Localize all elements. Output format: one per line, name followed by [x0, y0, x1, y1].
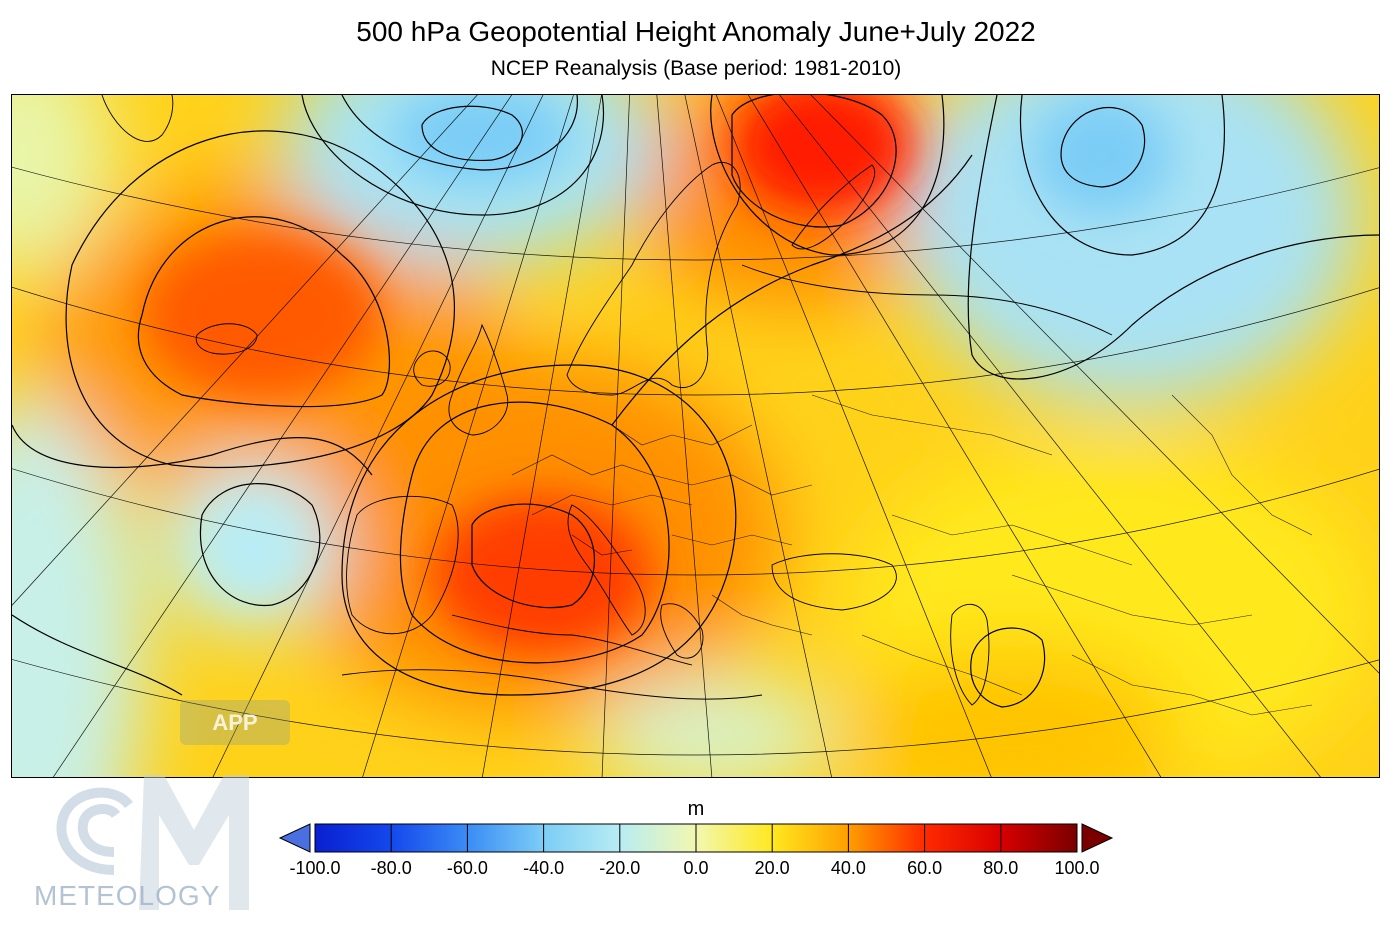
coastline-north-africa	[341, 669, 763, 700]
colorbar-tick-label: -40.0	[523, 858, 565, 878]
colorbar-tick-label: -20.0	[599, 858, 641, 878]
coastline-iberia	[346, 495, 459, 635]
contour-line	[611, 154, 973, 426]
graticule-meridian	[12, 95, 478, 606]
coastline-black-sea	[771, 553, 897, 611]
border-line	[571, 534, 633, 556]
graticule-meridian	[747, 95, 1162, 777]
colorbar-over-arrow	[1081, 823, 1114, 853]
graticule-meridian	[362, 95, 574, 777]
colorbar-tick-label: 20.0	[754, 858, 790, 878]
border-line	[511, 454, 653, 476]
colorbar-tick-label: 60.0	[907, 858, 943, 878]
border-line	[861, 634, 1023, 696]
border-line	[671, 534, 793, 546]
contour-line	[970, 627, 1046, 708]
graticule-meridian	[810, 95, 1379, 674]
border-line	[711, 594, 813, 636]
contour-line	[1019, 95, 1225, 256]
border-line	[1171, 394, 1313, 536]
coastline-ireland	[413, 350, 451, 387]
coastline-italy	[567, 504, 646, 636]
coastline-iceland	[195, 323, 258, 355]
contour-line	[12, 614, 183, 696]
app-watermark: APP	[180, 700, 290, 745]
contour-line	[471, 503, 596, 609]
colorbar-tick-label: 40.0	[830, 858, 866, 878]
contour-line	[731, 95, 897, 228]
contour-line	[301, 95, 604, 216]
graticule-meridian	[481, 95, 602, 777]
coastlines	[101, 95, 1113, 706]
contour-line	[967, 95, 1379, 380]
contour-line	[710, 95, 945, 256]
contour-line	[12, 424, 373, 476]
coastline-greenland	[101, 95, 174, 142]
contour-lines	[12, 95, 1379, 708]
anomaly-cores	[142, 95, 1172, 655]
graticule-parallel	[12, 166, 1379, 261]
contour-line	[341, 95, 578, 171]
coastline-greece	[660, 603, 704, 659]
colorbar-tick-label: 80.0	[983, 858, 1019, 878]
logo-m-icon	[139, 775, 249, 910]
border-line	[811, 394, 1053, 456]
contour-line	[421, 105, 523, 162]
border-line	[1011, 574, 1253, 626]
graticule-meridian	[779, 95, 1321, 777]
colorbar-tick-label: 0.0	[683, 858, 709, 878]
graticule-parallel	[12, 286, 1379, 396]
border-line	[531, 494, 693, 516]
coastline-mediterranean	[451, 614, 693, 666]
colorbar-unit-label: m	[687, 798, 705, 820]
border-line	[651, 474, 813, 496]
contour-line	[1060, 107, 1146, 188]
border-line	[1071, 654, 1313, 716]
logo-text: METEOLOGY	[34, 880, 221, 911]
graticule	[12, 95, 1379, 777]
colorbar-ticks	[314, 824, 1078, 852]
colorbar	[278, 823, 1114, 853]
colorbar-tick-label: 100.0	[1054, 858, 1100, 878]
graticule-meridian	[212, 95, 544, 777]
map-subtitle: NCEP Reanalysis (Base period: 1981-2010)	[490, 57, 902, 80]
graticule-parallel	[12, 468, 1379, 576]
graticule-meridian	[656, 95, 713, 777]
coastline-caspian-sea	[950, 603, 990, 706]
border-line	[611, 424, 753, 446]
coastline-british-isles	[448, 323, 509, 436]
coastline-novaya-zemlya	[791, 164, 876, 250]
graticule-meridian	[52, 95, 513, 777]
coastline-arctic-russia	[741, 264, 1113, 336]
graticule-parallel	[12, 659, 1379, 756]
contour-line	[199, 483, 321, 607]
logo-swirl-icon	[56, 787, 133, 875]
contour-line	[65, 130, 455, 469]
coastline-scandinavia	[566, 162, 741, 396]
graticule-meridian	[684, 95, 832, 777]
meteology-logo	[56, 775, 249, 910]
anomaly-map	[11, 94, 1380, 778]
map-title: 500 hPa Geopotential Height Anomaly June…	[356, 16, 1036, 47]
border-line	[891, 514, 1133, 566]
graticule-meridian	[715, 95, 992, 777]
colorbar-under-arrow	[278, 823, 311, 853]
country-borders	[511, 394, 1313, 716]
colorbar-tick-label: -100.0	[289, 858, 341, 878]
colorbar-tick-label: -60.0	[446, 858, 488, 878]
graticule-meridian	[601, 95, 630, 777]
contour-line	[399, 401, 670, 664]
colorbar-tick-label: -80.0	[370, 858, 412, 878]
anomaly-map-svg	[12, 95, 1379, 777]
